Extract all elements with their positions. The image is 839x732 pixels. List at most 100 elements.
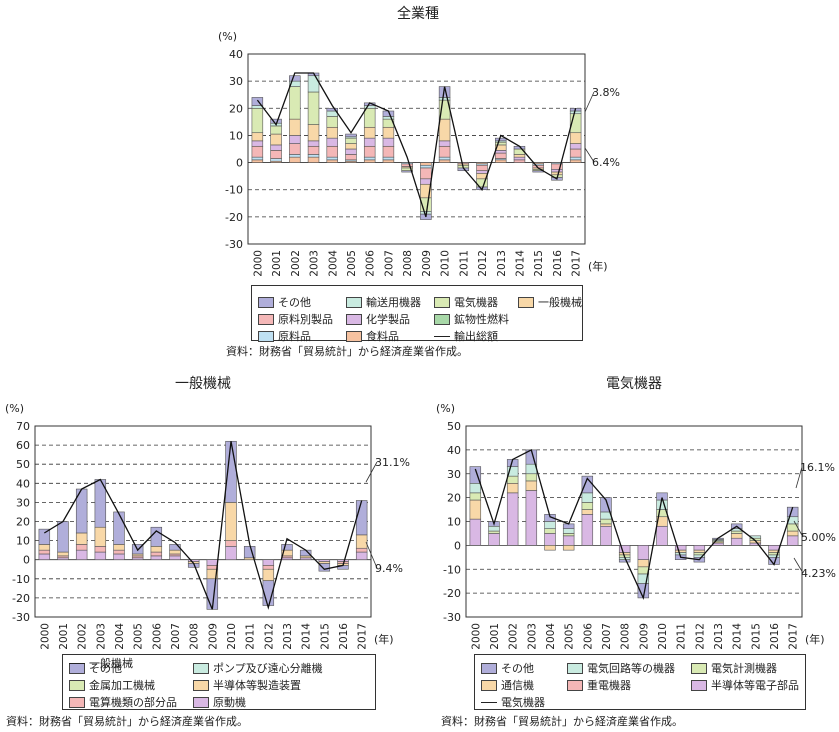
legend-swatch bbox=[567, 662, 583, 674]
bar-segment bbox=[495, 159, 507, 163]
bar-segment bbox=[544, 533, 556, 546]
bar-segment bbox=[382, 126, 395, 139]
bar-segment bbox=[562, 535, 575, 546]
annotation-label: 6.4% bbox=[592, 156, 620, 169]
bar-segment bbox=[326, 116, 338, 128]
bar-segment bbox=[562, 528, 575, 534]
legend-swatch bbox=[481, 679, 497, 691]
bar-segment bbox=[225, 546, 237, 561]
y-tick-label: 40 bbox=[229, 48, 243, 61]
y-tick-label: -10 bbox=[443, 563, 461, 576]
bar-segment bbox=[289, 118, 301, 136]
legend-label: 鉱物性燃料 bbox=[454, 313, 509, 326]
bar-segment bbox=[637, 545, 650, 560]
legend-swatch bbox=[258, 313, 274, 325]
legend-item: その他 bbox=[481, 660, 534, 676]
bar-segment bbox=[326, 145, 338, 158]
bar-segment bbox=[469, 518, 482, 546]
bar-segment bbox=[38, 544, 51, 551]
bar-segment bbox=[289, 154, 301, 158]
legend-item: 一般機械 bbox=[518, 294, 582, 310]
x-tick-label: 2007 bbox=[383, 250, 395, 277]
bar-segment bbox=[251, 132, 264, 142]
x-tick-label: 2017 bbox=[357, 623, 369, 650]
bar-segment bbox=[438, 145, 451, 158]
bar-segment bbox=[525, 490, 538, 546]
y-tick-label: 30 bbox=[16, 496, 30, 509]
x-tick-label: 2011 bbox=[458, 250, 470, 277]
bar-segment bbox=[581, 492, 594, 503]
x-tick-label: 2014 bbox=[301, 623, 313, 650]
legend-label: ポンプ及び遠心分離機 bbox=[213, 662, 323, 675]
x-tick-label: 2000 bbox=[470, 623, 482, 650]
bar-segment bbox=[355, 534, 368, 549]
legend-label: 金属加工機械 bbox=[89, 679, 155, 692]
bar-segment bbox=[150, 555, 163, 561]
bar-segment bbox=[75, 549, 88, 561]
legend-label: 輸送用機器 bbox=[366, 296, 421, 309]
bar-segment bbox=[637, 566, 650, 575]
bar-segment bbox=[113, 544, 125, 551]
bar-segment bbox=[289, 156, 301, 163]
legend-item: ポンプ及び遠心分離機 bbox=[193, 660, 323, 676]
y-tick-label: -30 bbox=[443, 611, 461, 624]
bar-segment bbox=[299, 549, 312, 557]
bar-segment bbox=[569, 148, 582, 158]
bar-segment bbox=[345, 154, 357, 161]
x-tick-label: 2013 bbox=[496, 250, 508, 277]
bar-segment bbox=[206, 559, 219, 566]
annotation-label: 4.23% bbox=[801, 567, 836, 580]
x-tick-label: 2002 bbox=[77, 623, 89, 650]
bar-segment bbox=[355, 547, 368, 553]
bar-segment bbox=[513, 154, 526, 158]
bar-segment bbox=[420, 162, 432, 166]
y-tick-label: 50 bbox=[16, 458, 30, 471]
bar-segment bbox=[113, 549, 125, 555]
y-axis-unit: (%) bbox=[218, 30, 237, 43]
bar-segment bbox=[270, 144, 282, 151]
bar-segment bbox=[382, 156, 395, 161]
bar-segment bbox=[326, 156, 338, 161]
bar-segment bbox=[206, 565, 219, 570]
bar-segment bbox=[544, 521, 556, 529]
bar-segment bbox=[307, 91, 320, 125]
bar-segment bbox=[495, 150, 507, 154]
bar-segment bbox=[495, 137, 507, 142]
x-tick-label: 2010 bbox=[657, 623, 669, 650]
bar-segment bbox=[562, 523, 575, 529]
bar-segment bbox=[469, 466, 482, 484]
y-tick-label: 0 bbox=[23, 554, 30, 567]
x-tick-label: 2004 bbox=[327, 250, 339, 277]
bar-segment bbox=[438, 156, 451, 161]
y-tick-label: 60 bbox=[16, 439, 30, 452]
bar-segment bbox=[251, 145, 264, 158]
x-tick-label: 2006 bbox=[582, 623, 594, 650]
x-tick-label: 2004 bbox=[114, 623, 126, 650]
y-axis-unit: (%) bbox=[5, 402, 24, 415]
legend-line-swatch bbox=[69, 662, 85, 664]
bar-segment bbox=[674, 552, 687, 556]
legend-swatch bbox=[518, 296, 534, 308]
legend-label: 電気機器 bbox=[501, 696, 545, 709]
y-tick-label: -10 bbox=[12, 573, 30, 586]
bar-segment bbox=[786, 506, 799, 518]
legend-item: 通信機 bbox=[481, 677, 534, 693]
bar-segment bbox=[693, 545, 706, 551]
x-tick-label: 2002 bbox=[508, 623, 520, 650]
legend-label: 半導体等製造装置 bbox=[213, 679, 301, 692]
bar-segment bbox=[525, 480, 538, 491]
bar-segment bbox=[488, 533, 500, 546]
x-tick-label: 2006 bbox=[151, 623, 163, 650]
legend-general-machinery: その他 ポンプ及び遠心分離機 金属加工機械 半導体等製造装置 電算機類の部分品 原動機 一般… bbox=[62, 654, 376, 710]
x-tick-label: 2016 bbox=[769, 623, 781, 650]
bar-segment bbox=[551, 171, 563, 176]
legend-item: 電算機類の部分品 bbox=[69, 694, 177, 710]
bar-segment bbox=[307, 140, 320, 147]
legend-line-swatch bbox=[481, 701, 497, 703]
bar-segment bbox=[420, 178, 432, 185]
bar-segment bbox=[506, 492, 519, 546]
x-tick-label: 2008 bbox=[189, 623, 201, 650]
bar-segment bbox=[94, 551, 107, 560]
y-tick-label: 30 bbox=[229, 75, 243, 88]
bar-segment bbox=[382, 159, 395, 163]
